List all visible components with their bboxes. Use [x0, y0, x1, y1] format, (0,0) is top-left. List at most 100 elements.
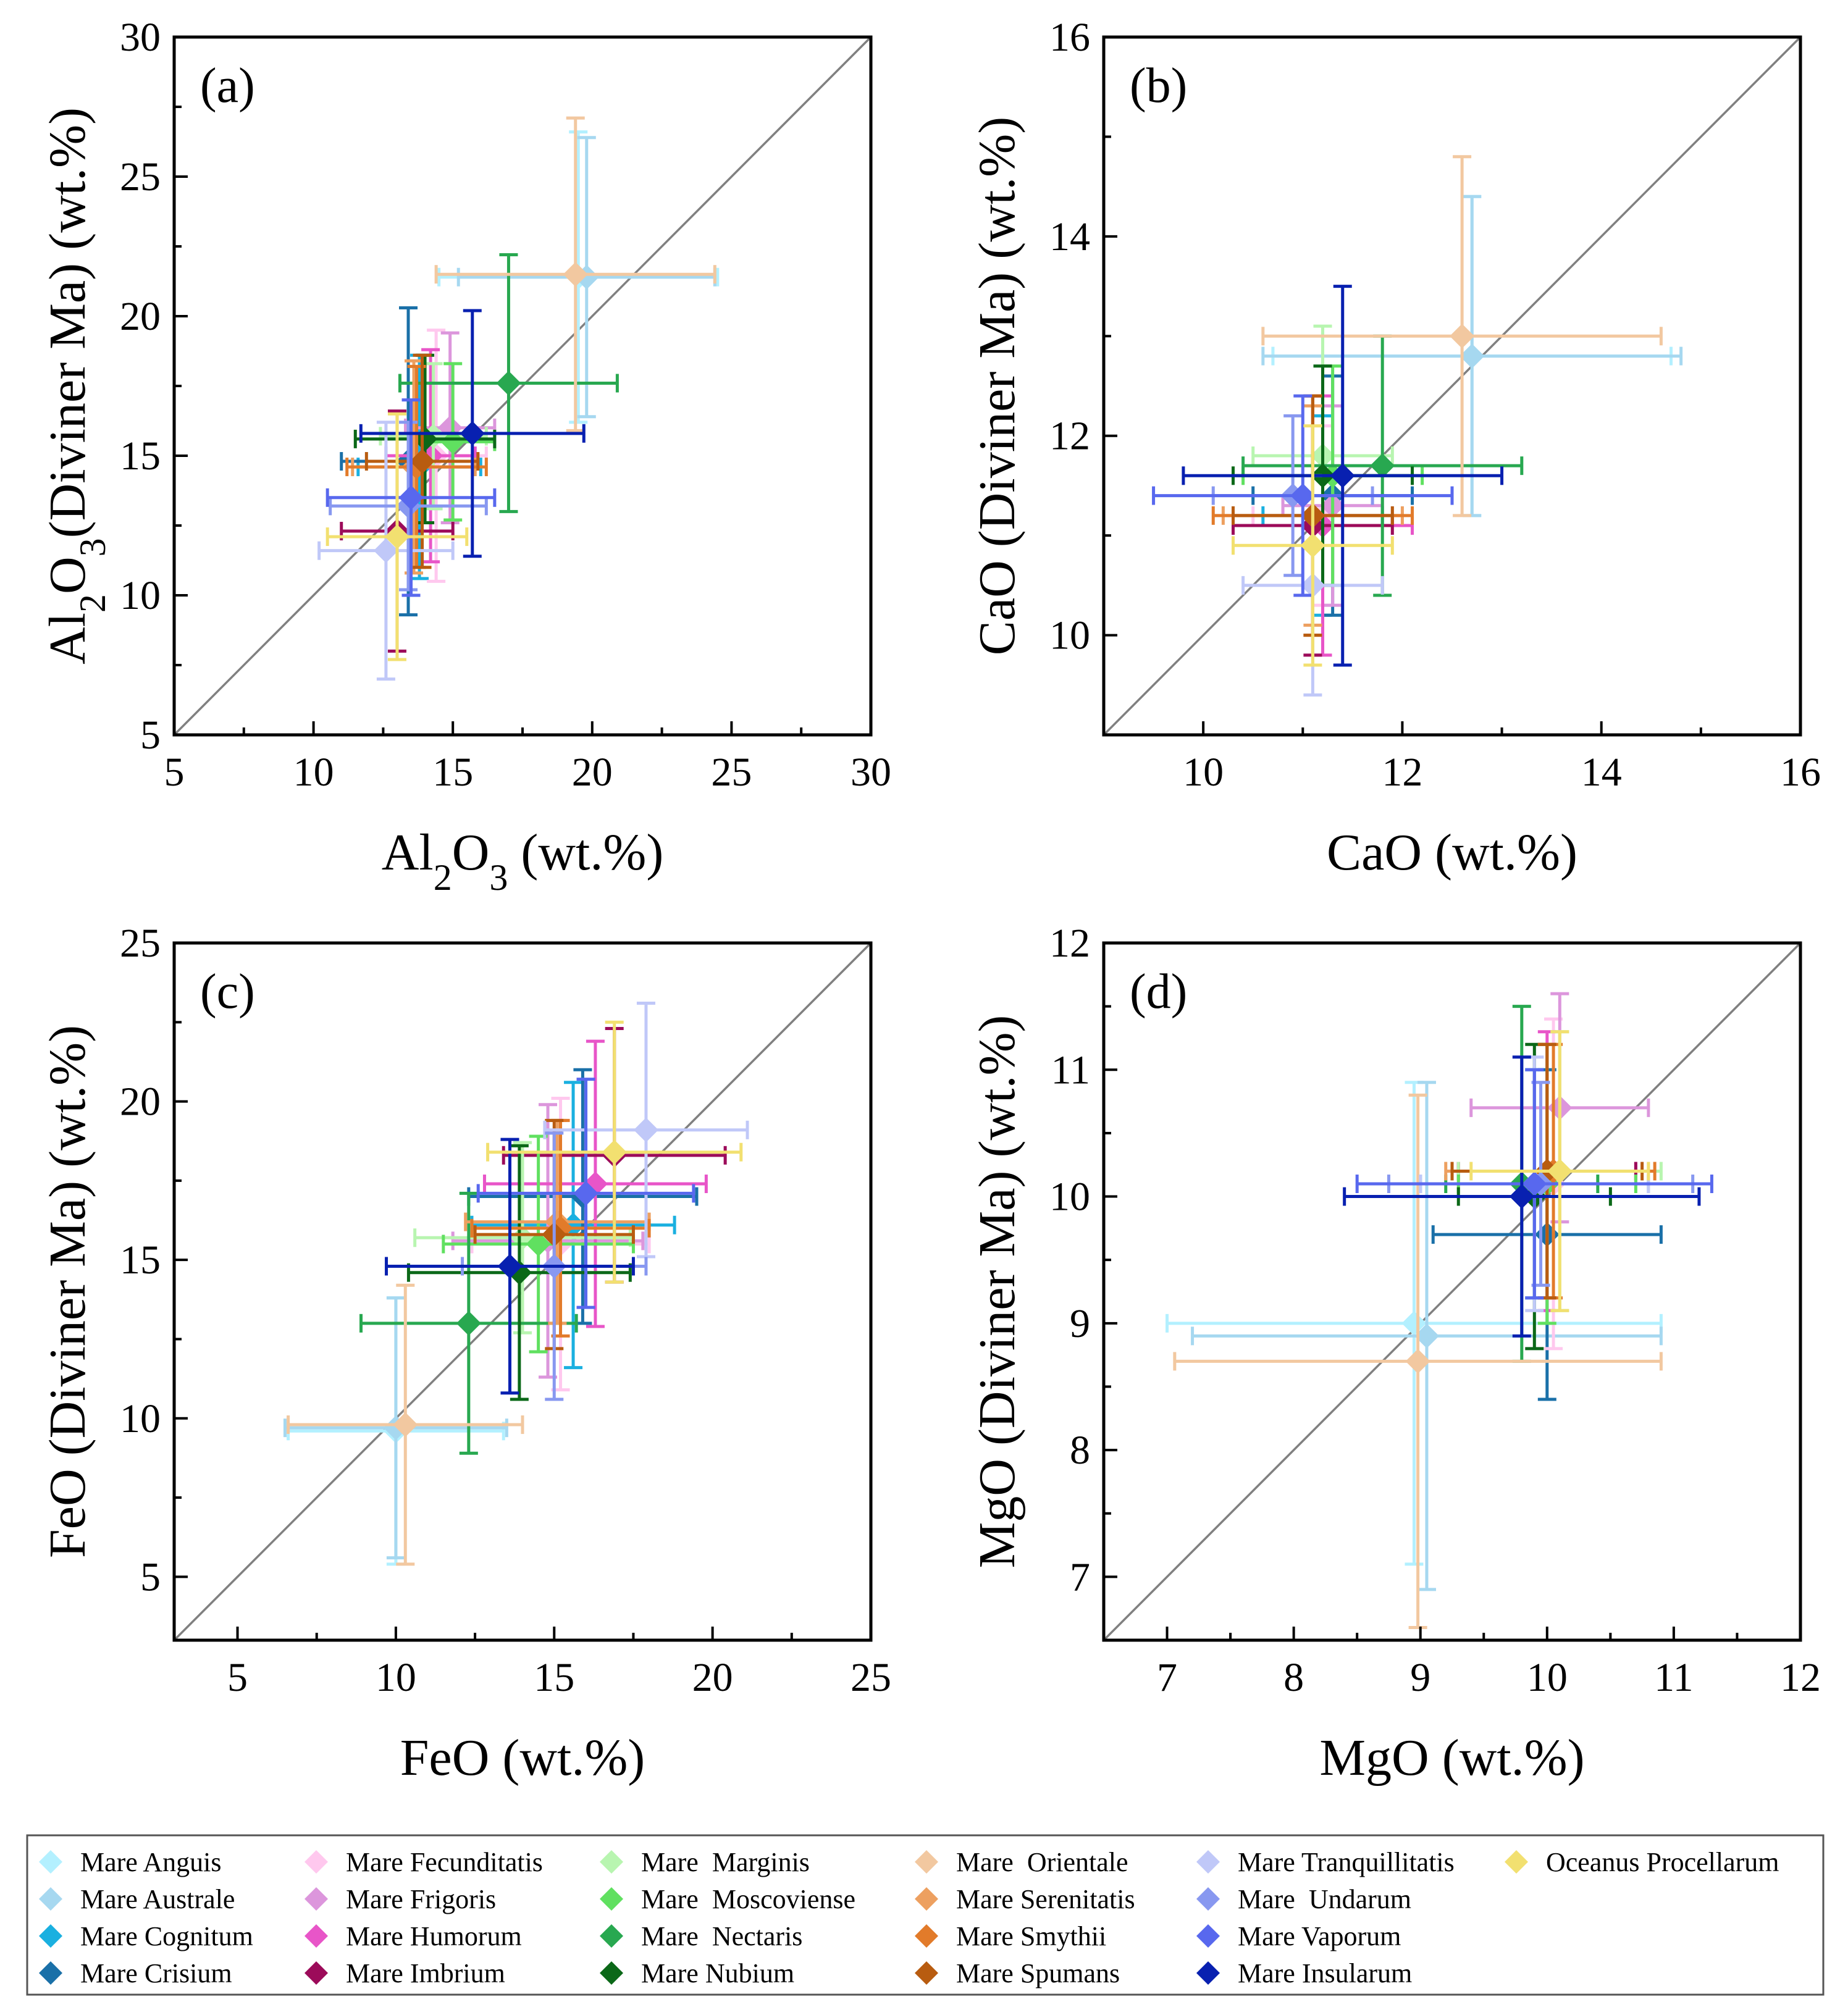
y-tick-label: 9 [1070, 1301, 1090, 1346]
legend-marker [39, 1961, 62, 1985]
diamond-marker [373, 538, 398, 563]
diamond-marker [1547, 1159, 1573, 1184]
plot-frame [1102, 35, 1802, 737]
panel-label: (c) [200, 965, 255, 1019]
diamond-marker [496, 371, 521, 396]
plot-frame [172, 941, 873, 1642]
x-tick-label: 9 [1410, 1655, 1430, 1700]
legend-marker [39, 1887, 62, 1911]
data-point-20 [359, 309, 586, 558]
legend-label: Mare Humorum [346, 1921, 522, 1951]
diamond-marker [410, 449, 435, 474]
reference-line-1to1 [173, 36, 872, 736]
data-point-20 [1182, 285, 1504, 667]
x-axis-title-main: MgO (wt.%) [1319, 1729, 1584, 1787]
legend-label: Mare Vaporum [1238, 1921, 1401, 1951]
data-point-21 [486, 1020, 743, 1284]
y-tick-label: 10 [1049, 1175, 1090, 1220]
data-points [1166, 992, 1713, 1629]
x-tick-label: 14 [1581, 750, 1622, 795]
data-point-13 [1261, 155, 1663, 517]
y-tick-label: 7 [1070, 1554, 1090, 1599]
y-axis-title-main: MgO (Diviner Ma) (wt.%) [968, 1015, 1026, 1569]
diamond-marker [1450, 324, 1475, 349]
y-tick-label: 5 [140, 1554, 161, 1599]
legend-item: Mare Vaporum [1196, 1921, 1401, 1951]
legend-marker [1196, 1887, 1220, 1911]
y-axis-title-sub1: 2 [72, 594, 113, 613]
legend-label: Mare Cognitum [80, 1921, 253, 1951]
diamond-marker [563, 262, 588, 287]
legend-marker [39, 1850, 62, 1874]
x-axis-title: Al2O3 (wt.%) [382, 824, 664, 898]
diamond-marker [393, 1412, 418, 1438]
y-tick-label: 25 [120, 921, 161, 966]
y-tick-label: 25 [120, 154, 161, 199]
y-tick-label: 15 [120, 1238, 161, 1283]
y-tick-label: 8 [1070, 1428, 1090, 1473]
x-tick-label: 10 [376, 1655, 416, 1700]
data-point-17 [317, 421, 455, 681]
legend-item: Mare Imbrium [304, 1958, 505, 1988]
legend-marker [600, 1924, 623, 1948]
diamond-marker [1405, 1349, 1430, 1374]
x-tick-label: 5 [164, 750, 185, 795]
y-axis-title-mid: O [39, 556, 96, 594]
x-tick-label: 15 [432, 750, 473, 795]
legend-item: Mare Humorum [304, 1921, 522, 1951]
x-tick-label: 10 [1527, 1655, 1568, 1700]
x-axis-title-sub1: 2 [434, 857, 452, 898]
x-tick-label: 30 [850, 750, 891, 795]
legend-item: Mare Moscoviense [600, 1884, 855, 1914]
data-point-10 [442, 1134, 635, 1354]
reference-line-1to1 [1102, 36, 1802, 736]
legend-label: Mare Anguis [80, 1847, 222, 1877]
data-point-13 [434, 116, 716, 432]
x-axis-title: CaO (wt.%) [1327, 824, 1577, 881]
data-point-21 [1231, 424, 1394, 667]
diamond-marker [456, 1310, 481, 1336]
x-tick-label: 10 [293, 750, 334, 795]
x-axis-title-main: FeO (wt.%) [400, 1729, 645, 1787]
x-axis-title-rest: (wt.%) [508, 824, 663, 881]
y-tick-label: 16 [1049, 15, 1090, 60]
y-axis-title: MgO (Diviner Ma) (wt.%) [968, 1015, 1026, 1569]
x-tick-label: 20 [572, 750, 613, 795]
legend-marker [1196, 1961, 1220, 1985]
legend-label: Mare Frigoris [346, 1884, 496, 1914]
legend-item: Mare Fecunditatis [304, 1847, 543, 1877]
legend-item: Mare Nectaris [600, 1921, 802, 1951]
panel-label: (a) [200, 59, 255, 113]
y-axis-title-main: CaO (Diviner Ma) (wt.%) [968, 117, 1026, 655]
legend-label: Mare Spumans [956, 1958, 1120, 1988]
legend-marker [915, 1961, 938, 1985]
y-tick-label: 11 [1051, 1047, 1090, 1092]
legend-marker [915, 1850, 938, 1874]
data-point-11 [398, 253, 619, 513]
legend-label: Oceanus Procellarum [1546, 1847, 1779, 1877]
y-tick-label: 10 [120, 573, 161, 618]
x-axis-title-main: Al [382, 824, 434, 881]
diamond-marker [1370, 453, 1395, 479]
legend-label: Mare Australe [80, 1884, 235, 1914]
y-axis-title-main: FeO (Diviner Ma) (wt.%) [39, 1025, 96, 1558]
data-point-12 [406, 1144, 632, 1401]
diamond-marker [440, 429, 466, 455]
y-tick-label: 12 [1049, 414, 1090, 459]
data-point-2 [1191, 1081, 1663, 1591]
legend-marker [1505, 1850, 1528, 1874]
x-axis-title-sub2: 3 [489, 857, 508, 898]
legend-item: Mare Anguis [39, 1847, 222, 1877]
panel-4: 7 8 9 10 11 12 7 8 9 10 11 12 (d) MgO (wt.%) MgO (Divi… [968, 921, 1821, 1787]
data-point-2 [1261, 195, 1683, 517]
x-tick-label: 10 [1183, 750, 1224, 795]
legend-item: Mare Crisium [39, 1958, 232, 1988]
data-point-19 [1355, 1068, 1713, 1300]
legend-item: Mare Orientale [915, 1847, 1128, 1877]
x-tick-label: 7 [1157, 1655, 1177, 1700]
data-point-13 [287, 1283, 524, 1566]
x-axis-title-mid: O [452, 824, 490, 881]
data-point-7 [482, 1039, 708, 1328]
